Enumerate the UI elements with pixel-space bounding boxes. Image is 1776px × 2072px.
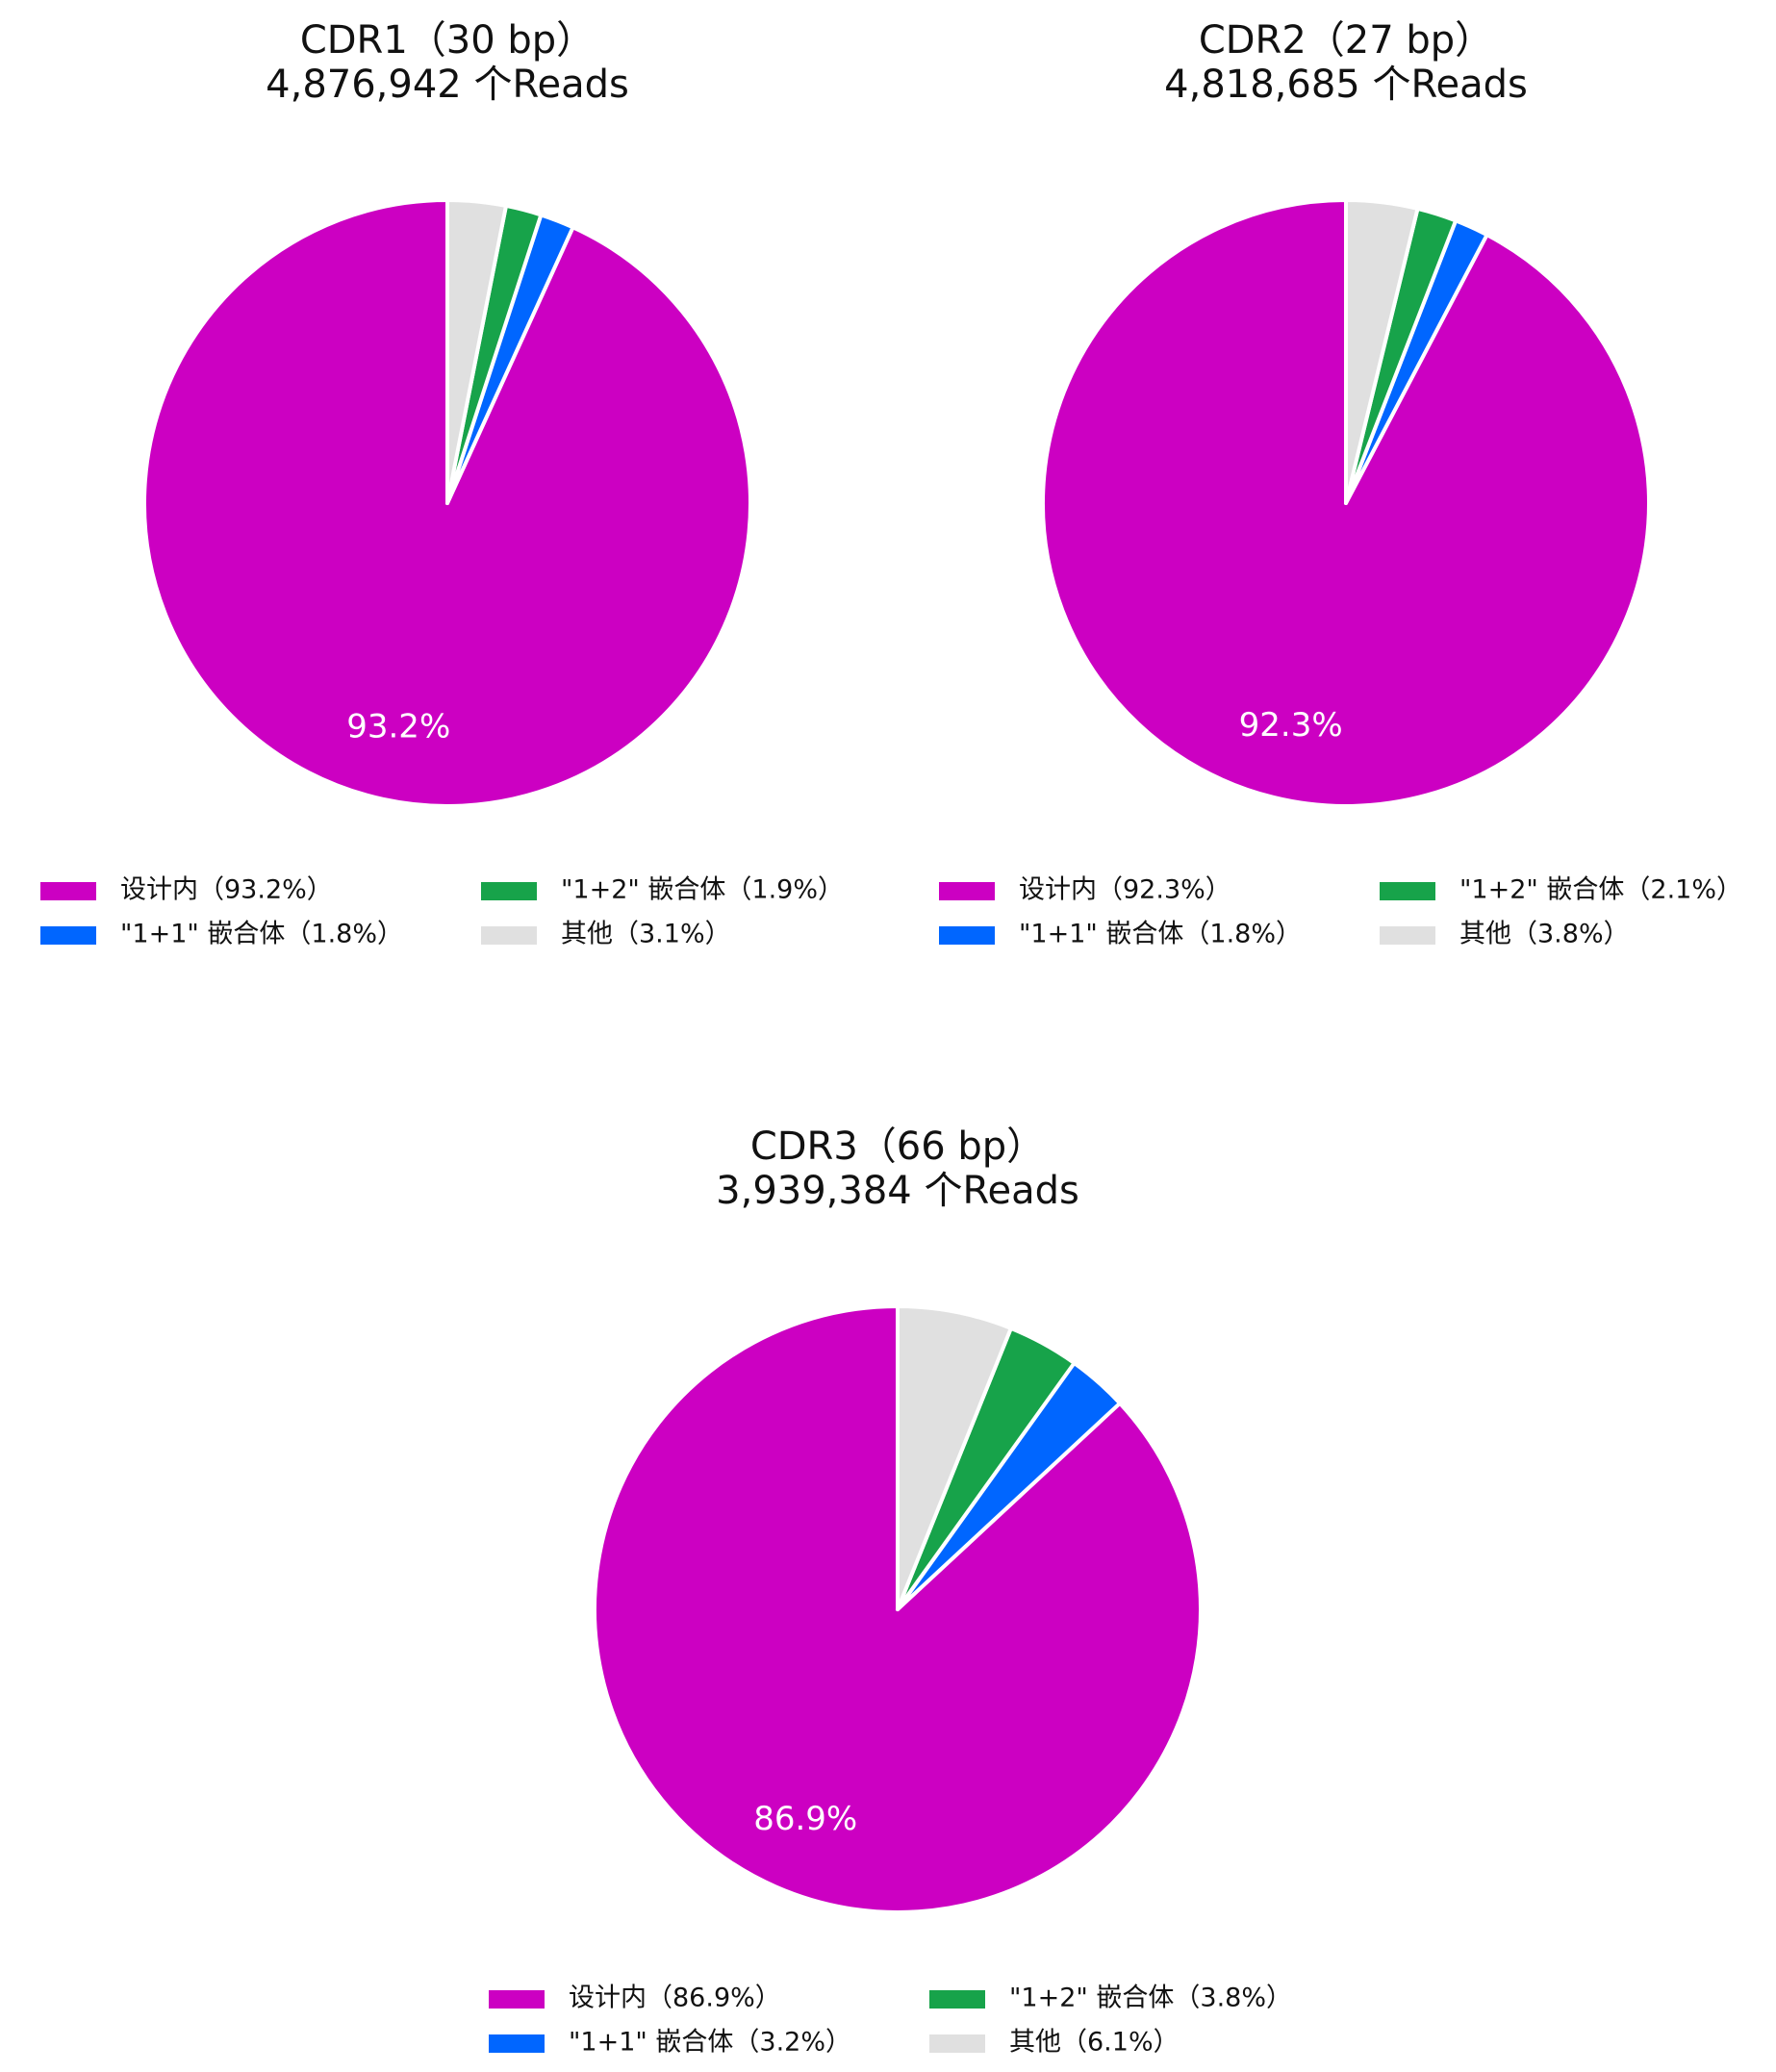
legend-label: 其他（6.1%） <box>1009 2028 1180 2058</box>
legend-swatch <box>40 926 96 945</box>
legend-label: "1+2" 嵌合体（2.1%） <box>1459 875 1742 905</box>
legend-swatch <box>929 1990 985 2009</box>
chart-title: CDR2（27 bp） <box>1199 18 1493 63</box>
legend-swatch <box>929 2034 985 2053</box>
pie-slice <box>1344 198 1420 505</box>
legend-label: 设计内（92.3%） <box>1019 875 1231 905</box>
data-label: 93.2% <box>346 707 450 745</box>
chart-title: CDR3（66 bp） <box>750 1124 1045 1169</box>
legend-swatch <box>1380 926 1435 945</box>
legend-label: 其他（3.8%） <box>1459 920 1630 949</box>
pie-slice <box>445 198 508 505</box>
legend-label: 设计内（93.2%） <box>120 875 333 905</box>
legend-label: "1+2" 嵌合体（3.8%） <box>1009 1984 1292 2013</box>
data-label: 86.9% <box>753 1800 857 1838</box>
legend-swatch <box>1380 882 1435 900</box>
legend-swatch <box>939 882 995 900</box>
legend-label: "1+1" 嵌合体（1.8%） <box>120 920 403 949</box>
chart-title: CDR1（30 bp） <box>300 18 595 63</box>
pie-slice <box>896 1304 1013 1611</box>
legend-label: "1+1" 嵌合体（1.8%） <box>1019 920 1302 949</box>
legend-swatch <box>489 2034 545 2053</box>
legend-swatch <box>40 882 96 900</box>
legend-swatch <box>481 926 537 945</box>
legend-label: "1+2" 嵌合体（1.9%） <box>561 875 844 905</box>
legend-swatch <box>481 882 537 900</box>
legend-label: 其他（3.1%） <box>561 920 731 949</box>
chart-subtitle: 4,818,685 个Reads <box>1164 63 1528 107</box>
legend-label: 设计内（86.9%） <box>569 1984 781 2013</box>
legend-swatch <box>489 1990 545 2009</box>
chart-subtitle: 3,939,384 个Reads <box>716 1169 1079 1213</box>
legend-label: "1+1" 嵌合体（3.2%） <box>569 2028 851 2058</box>
legend-swatch <box>939 926 995 945</box>
chart-subtitle: 4,876,942 个Reads <box>266 63 629 107</box>
data-label: 92.3% <box>1239 706 1343 745</box>
